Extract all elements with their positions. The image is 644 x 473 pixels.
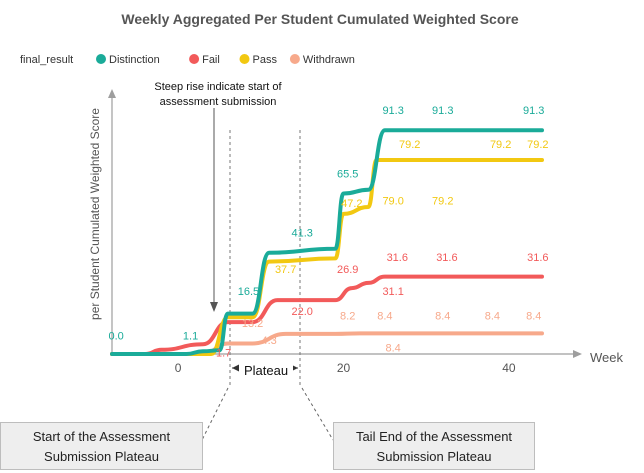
data-label-withdrawn: 8.2	[340, 311, 355, 323]
data-label-fail: 31.1	[382, 286, 403, 298]
data-label-pass: 79.2	[490, 139, 511, 151]
data-label-distinction: 91.3	[432, 105, 453, 117]
x-tick-label: 0	[175, 361, 182, 375]
data-label-pass: 47.2	[341, 198, 362, 210]
data-label-fail: 1.7	[216, 347, 231, 359]
data-label-pass: 79.2	[432, 196, 453, 208]
data-label-distinction: 65.5	[337, 169, 358, 181]
data-label-withdrawn: 4.3	[261, 335, 276, 347]
tail-callout-line2: Submission Plateau	[376, 449, 492, 464]
steep-rise-arrowhead	[210, 302, 218, 312]
tail-callout-line1: Tail End of the Assessment	[355, 429, 513, 444]
plateau-label: Plateau	[244, 363, 288, 378]
series-line-withdrawn	[110, 331, 544, 357]
data-label-withdrawn: 8.4	[485, 311, 500, 323]
data-label-withdrawn: 8.4	[386, 343, 401, 355]
legend-marker-distinction	[96, 54, 106, 64]
data-label-distinction: 1.1	[183, 330, 198, 342]
data-label-distinction: 0.0	[108, 330, 123, 342]
series-line-distinction	[110, 128, 544, 357]
legend-label-withdrawn: Withdrawn	[303, 54, 355, 66]
y-axis-arrow	[108, 89, 116, 98]
steep-rise-note-line1: Steep rise indicate start of	[154, 81, 282, 93]
plateau-label-bg	[239, 360, 293, 380]
start-callout-line2: Submission Plateau	[44, 449, 159, 464]
data-labels-layer: 0.0 1.1 16.5 41.3 65.5 91.3 91.3 91.3 1.7 22.0 26.…	[108, 105, 548, 360]
plateau-left-arrow	[232, 364, 240, 372]
start-callout-connector	[201, 387, 229, 441]
legend-marker-pass	[239, 54, 250, 64]
data-label-withdrawn: 13.2	[242, 318, 263, 330]
data-label-pass: 79.2	[399, 139, 420, 151]
data-label-fail: 31.6	[387, 252, 408, 264]
legend-title: final_result	[20, 54, 73, 66]
data-label-fail: 22.0	[291, 306, 312, 318]
data-label-withdrawn: 8.4	[435, 311, 450, 323]
data-label-distinction: 91.3	[523, 105, 544, 117]
data-label-distinction: 41.3	[291, 227, 312, 239]
data-label-withdrawn: 8.4	[377, 311, 392, 323]
data-label-distinction: 91.3	[382, 105, 403, 117]
x-axis-arrow	[573, 350, 582, 358]
legend-marker-withdrawn	[289, 54, 300, 64]
data-label-fail: 26.9	[337, 264, 358, 276]
legend: final_result Distinction Fail Pass Withdrawn	[20, 54, 355, 66]
legend-label-fail: Fail	[202, 54, 220, 66]
data-label-fail: 31.6	[527, 252, 548, 264]
legend-label-distinction: Distinction	[109, 54, 160, 66]
steep-rise-note-line2: assessment submission	[160, 96, 277, 108]
x-axis-label: Week	[590, 350, 623, 365]
data-label-fail: 31.6	[436, 252, 457, 264]
start-callout-line1: Start of the Assessment	[32, 429, 171, 444]
x-tick-label: 20	[337, 361, 351, 375]
legend-marker-fail	[189, 54, 200, 64]
data-label-pass: 37.7	[275, 264, 296, 276]
legend-label-pass: Pass	[253, 54, 278, 66]
y-axis-label: per Student Cumulated Weighted Score	[88, 108, 102, 320]
start-plateau-callout: Start of the Assessment Submission Plate…	[0, 422, 203, 470]
data-label-pass: 79.2	[527, 139, 548, 151]
series-layer	[110, 128, 544, 357]
chart-title: Weekly Aggregated Per Student Cumulated …	[121, 11, 518, 27]
series-line-pass	[110, 157, 544, 357]
series-line-fail	[110, 274, 544, 357]
tail-plateau-callout: Tail End of the Assessment Submission Pl…	[333, 422, 535, 470]
data-label-pass: 79.0	[382, 196, 403, 208]
x-ticks: 0 20 40	[175, 361, 516, 375]
data-label-withdrawn: 8.4	[526, 311, 541, 323]
x-tick-label: 40	[502, 361, 516, 375]
data-label-distinction: 16.5	[238, 286, 259, 298]
tail-callout-connector	[301, 387, 334, 441]
